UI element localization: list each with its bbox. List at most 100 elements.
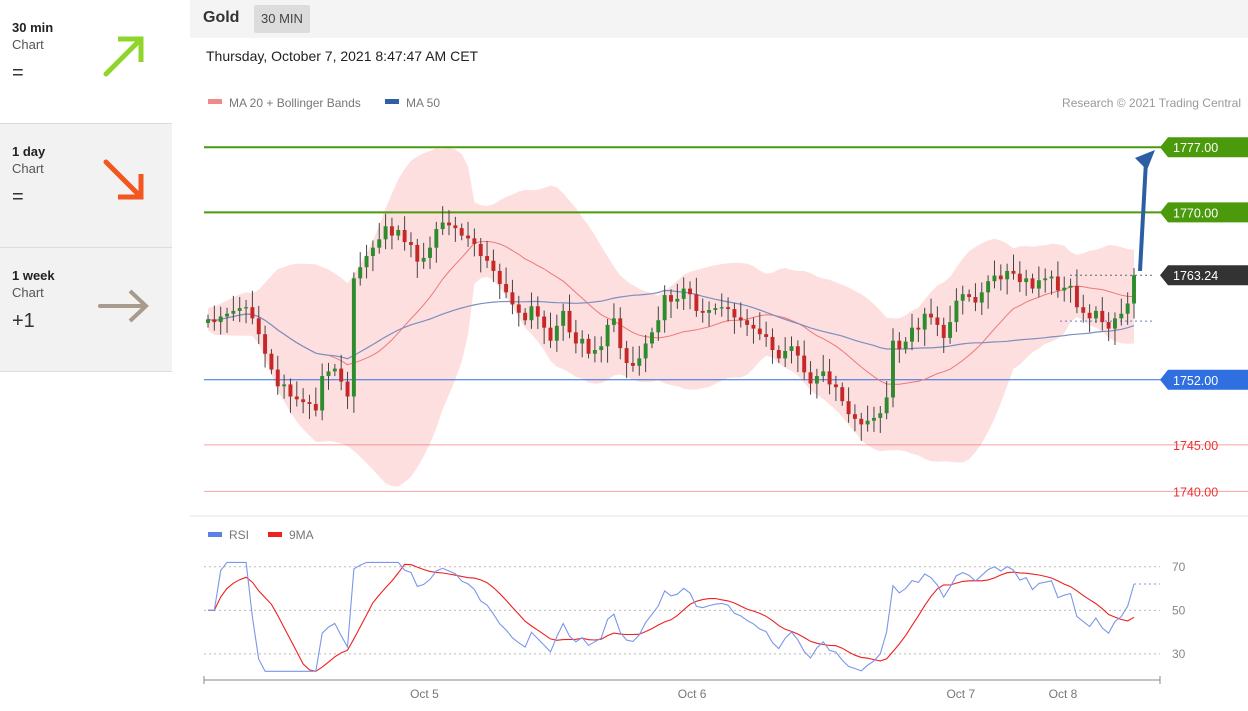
candle-body <box>288 384 293 397</box>
legend-label: MA 50 <box>406 96 440 110</box>
candle-body <box>840 387 845 402</box>
candle-body <box>1005 270 1010 280</box>
chart-datetime: Thursday, October 7, 2021 8:47:47 AM CET <box>206 48 479 64</box>
candle-body <box>580 338 585 344</box>
level-badge <box>1160 202 1248 223</box>
period-30min-chart[interactable]: 30 min Chart = <box>0 0 172 124</box>
candle-body <box>681 288 686 299</box>
candle-body <box>700 310 705 313</box>
rsi-ma-line <box>208 563 1135 672</box>
legend-swatch <box>208 532 222 537</box>
candle-body <box>339 368 344 382</box>
legend-label: RSI <box>229 528 249 542</box>
candle-body <box>389 226 394 236</box>
period-subtitle: Chart <box>12 161 44 176</box>
price-chart[interactable]: MA 20 + Bollinger Bands MA 50 Research © 2… <box>190 0 1248 711</box>
candle-body <box>370 247 375 257</box>
candle-body <box>294 396 299 400</box>
candle-body <box>567 310 572 333</box>
candle-body <box>611 318 616 325</box>
candle-body <box>428 247 432 258</box>
candle-body <box>358 267 363 279</box>
candle-body <box>941 324 946 338</box>
candle-body <box>808 372 813 384</box>
legend-swatch <box>268 532 282 537</box>
chart-credit: Research © 2021 Trading Central <box>1062 96 1241 110</box>
candle-body <box>554 325 559 341</box>
period-1week-chart[interactable]: 1 week Chart +1 <box>0 248 172 372</box>
candle-body <box>218 316 223 323</box>
x-tick-label: Oct 6 <box>678 687 707 701</box>
level-label: 1752.00 <box>1173 374 1218 388</box>
candle-body <box>846 401 851 415</box>
level-badge <box>1160 369 1248 390</box>
candle-body <box>256 318 261 335</box>
candle-body <box>364 256 369 268</box>
candle-body <box>910 327 914 342</box>
candle-body <box>1055 276 1060 291</box>
candle-body <box>478 243 483 257</box>
period-subtitle: Chart <box>12 285 44 300</box>
candle-body <box>573 332 578 344</box>
level-label: 1770.00 <box>1173 206 1218 220</box>
candle-body <box>592 350 597 354</box>
candle-body <box>231 310 236 314</box>
candle-body <box>269 353 274 370</box>
candle-body <box>656 320 661 333</box>
level-badge <box>1160 265 1248 286</box>
candle-body <box>332 368 337 372</box>
level-label: 1777.00 <box>1173 141 1218 155</box>
candle-body <box>244 307 249 309</box>
candle-body <box>643 343 648 359</box>
candle-body <box>282 384 287 387</box>
candle-body <box>948 322 953 338</box>
period-1day-chart[interactable]: 1 day Chart = <box>0 124 172 248</box>
candle-body <box>624 348 629 364</box>
candle-body <box>326 371 331 377</box>
candle-body <box>408 242 413 245</box>
candle-body <box>669 295 673 302</box>
candle-body <box>535 306 540 317</box>
forecast-arrow-line <box>1138 160 1148 272</box>
forecast-arrow-head <box>1135 150 1155 170</box>
legend-label: 9MA <box>289 528 314 542</box>
candle-body <box>789 346 794 351</box>
period-subtitle: Chart <box>12 37 44 52</box>
candle-body <box>459 228 464 236</box>
candle-body <box>954 300 959 323</box>
instrument-name: Gold <box>203 9 240 26</box>
candle-body <box>618 318 623 349</box>
candle-body <box>402 230 407 243</box>
ma20-line <box>207 240 1135 385</box>
candle-body <box>1132 275 1136 304</box>
candle-body <box>776 350 781 359</box>
candle-body <box>453 225 458 229</box>
candle-body <box>396 230 401 236</box>
level-label: 1763.24 <box>1173 269 1218 283</box>
candle-body <box>929 313 934 318</box>
candle-body <box>377 239 382 248</box>
candle-body <box>1119 313 1124 319</box>
candle-body <box>998 275 1003 280</box>
candle-body <box>421 257 426 262</box>
candle-body <box>726 307 731 310</box>
candle-body <box>1068 285 1073 288</box>
rsi-line <box>208 561 1135 672</box>
chart-header: Gold 30 MIN <box>190 0 1248 38</box>
period-sign: = <box>12 62 24 84</box>
candle-body <box>745 320 750 325</box>
candle-body <box>884 397 889 414</box>
candle-body <box>751 324 756 329</box>
candle-body <box>688 288 692 295</box>
candle-body <box>237 308 242 311</box>
candle-body <box>313 403 318 411</box>
candle-body <box>865 420 870 425</box>
arrow-up-right-icon <box>103 36 144 77</box>
arrow-down-right-icon <box>103 159 144 200</box>
candle-body <box>351 278 356 397</box>
candle-body <box>719 307 724 309</box>
candle-body <box>662 295 667 321</box>
candle-body <box>250 307 255 319</box>
timeframe-badge[interactable]: 30 MIN <box>254 5 310 33</box>
